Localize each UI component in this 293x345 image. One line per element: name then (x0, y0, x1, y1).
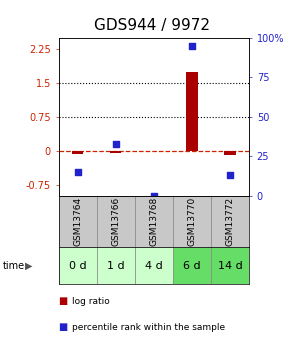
Text: GSM13766: GSM13766 (111, 197, 120, 246)
Bar (97, 196, 135, 247)
Text: 1 d: 1 d (107, 261, 125, 270)
Point (190, 43, 194, 49)
Bar (135, 247, 173, 284)
Bar (211, 196, 249, 247)
Text: ■: ■ (59, 322, 68, 332)
Text: GSM13772: GSM13772 (226, 197, 234, 246)
Bar (135, 196, 173, 247)
Text: 4 d: 4 d (145, 261, 163, 270)
Point (113, 141, 118, 147)
Point (75, 169, 80, 175)
Text: GDS944 / 9972: GDS944 / 9972 (94, 18, 210, 33)
Bar (224, 151, 236, 155)
Point (151, 193, 156, 199)
Text: ■: ■ (59, 296, 68, 306)
Text: 6 d: 6 d (183, 261, 201, 270)
Text: log ratio: log ratio (72, 297, 110, 306)
Bar (72, 151, 83, 154)
Text: time: time (3, 261, 25, 270)
Bar (59, 247, 97, 284)
Text: GSM13768: GSM13768 (149, 197, 158, 246)
Bar (110, 151, 121, 152)
Bar (59, 196, 97, 247)
Text: 0 d: 0 d (69, 261, 86, 270)
Bar (211, 247, 249, 284)
Text: 14 d: 14 d (218, 261, 242, 270)
Point (228, 172, 232, 178)
Bar (186, 72, 197, 151)
Text: percentile rank within the sample: percentile rank within the sample (72, 323, 225, 332)
Text: GSM13764: GSM13764 (73, 197, 82, 246)
Text: ▶: ▶ (25, 261, 33, 270)
Bar (173, 247, 211, 284)
Bar (173, 196, 211, 247)
Bar (97, 247, 135, 284)
Text: GSM13770: GSM13770 (188, 197, 196, 246)
